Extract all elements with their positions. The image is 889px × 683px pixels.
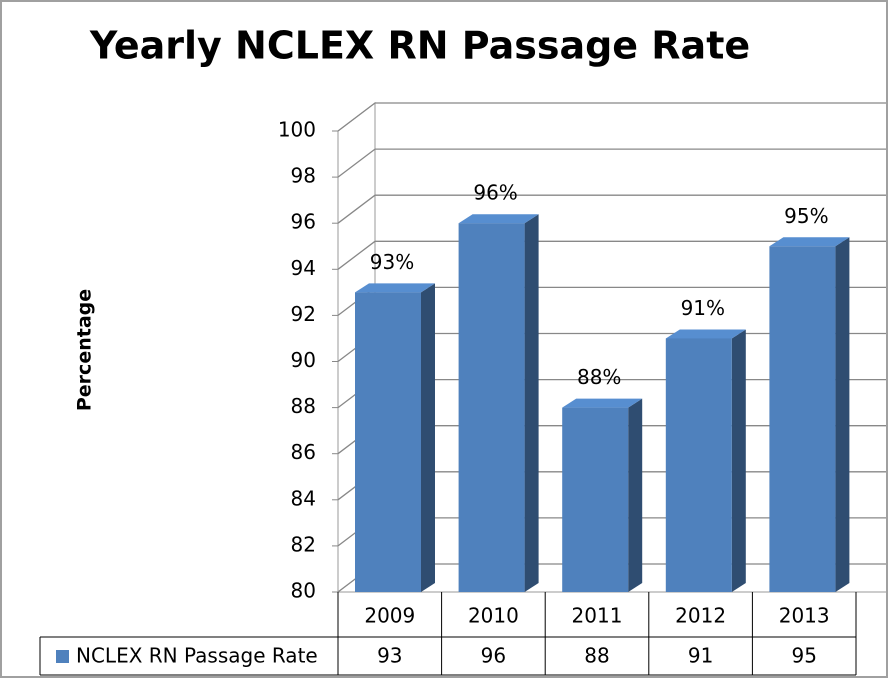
bar-side	[421, 283, 435, 592]
x-tick-label: 2011	[572, 604, 623, 628]
y-tick-label: 84	[291, 486, 316, 510]
grid-line	[337, 194, 886, 224]
y-tick-label: 96	[291, 210, 316, 234]
table-value: 88	[584, 644, 609, 668]
value-label: 95%	[784, 204, 828, 228]
bar-top	[769, 237, 850, 247]
bar-side	[524, 214, 539, 592]
bar-top	[355, 283, 435, 293]
y-tick-label: 98	[291, 164, 316, 188]
bar	[665, 338, 732, 592]
x-tick-label: 2010	[468, 604, 519, 628]
value-label: 93%	[370, 250, 414, 274]
grid-line	[337, 102, 886, 132]
bar	[355, 292, 421, 592]
y-tick-label: 86	[291, 440, 316, 464]
y-tick-label: 92	[291, 302, 316, 326]
y-tick-label: 82	[291, 532, 316, 556]
bar-side	[628, 398, 643, 592]
legend-swatch	[56, 650, 69, 663]
bar-top	[458, 214, 539, 224]
grid-line	[337, 240, 886, 270]
x-tick-label: 2013	[779, 604, 830, 628]
x-tick-label: 2009	[364, 604, 415, 628]
table-value: 93	[377, 644, 402, 668]
table-value: 91	[688, 644, 713, 668]
value-label: 96%	[473, 181, 517, 205]
y-tick-label: 94	[291, 256, 316, 280]
bar	[769, 246, 836, 592]
y-tick-label: 88	[291, 394, 316, 418]
x-tick-label: 2012	[675, 604, 726, 628]
y-tick-label: 80	[291, 579, 316, 603]
grid-line	[337, 148, 886, 178]
bar-top	[562, 398, 643, 408]
y-tick-label: 100	[278, 118, 316, 142]
value-label: 88%	[577, 365, 621, 389]
table-value: 95	[791, 644, 816, 668]
bar-side	[731, 329, 746, 592]
table-value: 96	[481, 644, 506, 668]
bar-top	[665, 329, 746, 339]
y-tick-label: 90	[291, 348, 316, 372]
bar	[458, 223, 525, 592]
value-label: 91%	[681, 296, 725, 320]
legend-label: NCLEX RN Passage Rate	[76, 644, 318, 668]
bar-side	[835, 237, 850, 592]
chart-title: Yearly NCLEX RN Passage Rate	[89, 24, 750, 68]
bar	[562, 407, 629, 592]
y-axis-label: Percentage	[74, 289, 96, 411]
